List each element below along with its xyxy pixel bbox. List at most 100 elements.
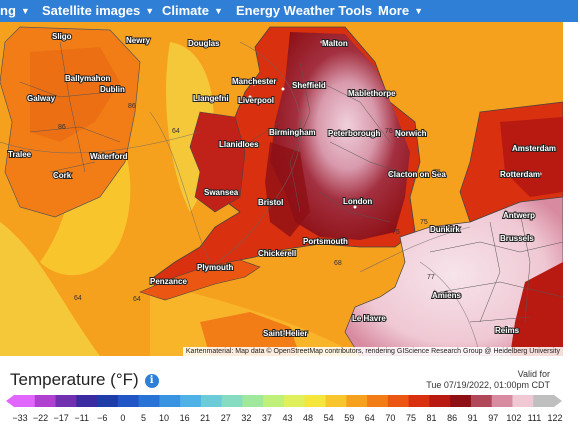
scale-tick-label: 64 [364,413,375,423]
scale-tick-label: −33 [12,413,28,423]
scale-segment [346,395,368,407]
temperature-map-canvas[interactable]: Sligo Newry Douglas Malton Ballymahon Ga… [0,22,563,356]
scale-segment [138,395,160,407]
scale-segment [14,395,36,407]
temperature-value: 86 [128,103,136,110]
temperature-value: 68 [334,260,342,267]
nav-item-energy-weather-tools[interactable]: Energy Weather Tools [236,3,372,18]
scale-tick-label: 75 [405,413,416,423]
scale-segment [200,395,223,407]
scale-tick-label: 21 [200,413,211,423]
scale-segment [117,395,140,407]
city-label: Mablethorpe [348,89,396,98]
city-label: Saint-Helier [263,329,307,338]
city-label: Llangefni [193,94,229,103]
scale-tick-label: 5 [140,413,146,423]
scale-segment [159,395,181,407]
scale-tick-label: 102 [506,413,522,423]
scale-tick-label: 0 [120,413,126,423]
nav-item-more-label: More [378,3,410,18]
city-label: Sheffield [292,81,326,90]
city-label: Reims [495,326,520,335]
nav-item-forecasting[interactable]: ng ▼ [0,3,30,18]
nav-item-climate-label: Climate [162,3,209,18]
city-label: Sligo [52,32,72,41]
city-label: Antwerp [503,211,535,220]
scale-segment [76,395,98,407]
scale-tick-label: −22 [32,413,49,423]
scale-arrow-high [554,395,562,407]
scale-segment [97,395,119,407]
info-icon[interactable]: i [144,373,159,388]
city-label: Newry [126,36,151,45]
temperature-value: 64 [74,295,82,302]
scale-segment [242,395,264,407]
valid-time: Valid for Tue 07/19/2022, 01:00pm CDT [426,369,550,391]
scale-arrow-low [6,395,14,407]
temperature-value: 64 [133,296,141,303]
scale-tick-label: −6 [97,413,108,423]
temperature-value: 77 [427,274,435,281]
chevron-down-icon: ▼ [213,5,223,16]
scale-segment [470,395,493,407]
nav-item-satellite-images[interactable]: Satellite images ▼ [42,3,154,18]
city-label: Galway [27,94,56,103]
city-label: Brussels [500,234,534,243]
scale-tick-label: 81 [426,413,437,423]
scale-tick-label: 86 [447,413,458,423]
nav-item-more[interactable]: More ▼ [378,3,423,18]
scale-tick-label: 97 [488,413,499,423]
chevron-down-icon: ▼ [145,5,155,16]
scale-segment [533,395,555,407]
scale-tick-label: 27 [220,413,231,423]
color-scale-bar [6,395,562,407]
temperature-map[interactable]: Sligo Newry Douglas Malton Ballymahon Ga… [0,22,563,356]
temperature-value: 75 [392,229,400,236]
chevron-down-icon: ▼ [20,5,30,16]
scale-segment [180,395,202,407]
city-label: London [343,197,372,206]
scale-tick-label: 32 [241,413,252,423]
city-label: Amsterdam [512,144,556,153]
city-label: Le Havre [352,314,386,323]
city-label: Douglas [188,39,220,48]
scale-tick-label: −17 [53,413,69,423]
temperature-value: 75 [433,169,441,176]
scale-tick-label: 43 [282,413,293,423]
scale-tick-label: 37 [261,413,272,423]
temperature-value: 86 [58,124,66,131]
city-label: Dublin [100,85,125,94]
city-label: Penzance [150,277,187,286]
scale-tick-label: 54 [323,413,334,423]
city-label: Cork [53,171,72,180]
city-label: Amiens [432,291,461,300]
city-label: Bristol [258,198,283,207]
scale-tick-label: 16 [179,413,190,423]
scale-segment [429,395,451,407]
city-label: Peterborough [328,129,381,138]
nav-item-climate[interactable]: Climate ▼ [162,3,223,18]
nav-item-energy-weather-tools-label: Energy Weather Tools [236,3,373,18]
scale-segment [263,395,285,407]
scale-segment [367,395,389,407]
city-label: Manchester [232,77,276,86]
nav-divider [578,0,580,22]
map-right-margin [563,22,580,356]
temperature-value: 64 [172,128,180,135]
scale-segment [34,395,57,407]
city-label: Malton [322,39,348,48]
city-label: Birmingham [269,128,316,137]
legend-title: Temperature (°F) i [10,370,159,390]
nav-item-forecasting-label: ng [0,3,16,18]
scale-segment [491,395,513,407]
scale-segment [55,395,77,407]
scale-segment [408,395,430,407]
scale-tick-label: 111 [527,413,542,423]
temperature-values: 86 86 64 76 75 64 68 64 75 75 77 [58,103,441,303]
city-label: Rotterdam [500,170,540,179]
scale-segment [325,395,347,407]
scale-tick-label: −11 [74,413,90,423]
scale-segment [304,395,327,407]
scale-segment [221,395,243,407]
map-attribution[interactable]: Kartenmaterial: Map data © OpenStreetMap… [182,347,563,356]
